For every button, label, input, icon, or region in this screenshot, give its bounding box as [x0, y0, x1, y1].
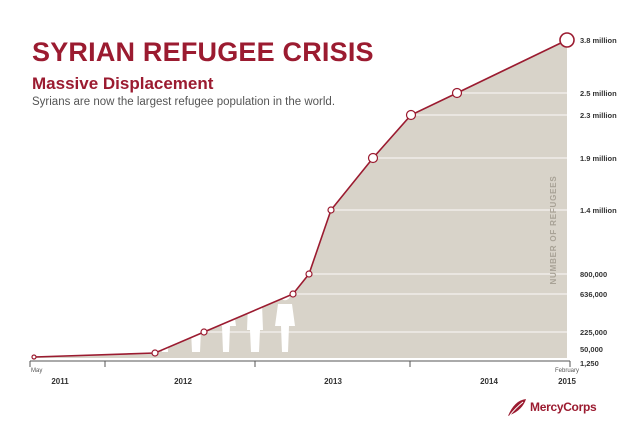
data-point — [451, 87, 463, 99]
y-tick-label: 1,250 — [580, 359, 599, 368]
data-point — [305, 270, 313, 278]
data-points — [31, 32, 575, 360]
y-tick-label: 50,000 — [580, 345, 603, 354]
mercy-corps-logo: MercyCorps — [506, 396, 597, 418]
person-figure — [128, 289, 144, 352]
y-tick-label: 636,000 — [580, 290, 607, 299]
year-label: 2013 — [324, 377, 342, 386]
area-fill — [30, 39, 568, 358]
y-tick-label: 2.5 million — [580, 89, 617, 98]
data-point — [289, 290, 297, 298]
year-label: 2012 — [174, 377, 192, 386]
year-label: 2011 — [51, 377, 69, 386]
logo-text: MercyCorps — [530, 400, 597, 414]
x-start-label: May — [31, 368, 42, 374]
y-tick-label: 1.4 million — [580, 206, 617, 215]
y-tick-label: 2.3 million — [580, 111, 617, 120]
person-figure — [36, 289, 56, 352]
page-subtitle: Massive Displacement — [32, 74, 214, 93]
series-polyline — [33, 39, 568, 358]
y-tick-labels: 3.8 million 2.5 million 2.3 million 1.9 mil… — [580, 36, 617, 368]
y-tick-label: 1.9 million — [580, 154, 617, 163]
x-axis: May February 2011 2012 2013 2014 2015 — [29, 360, 579, 386]
page-description: Syrians are now the largest refugee popu… — [32, 96, 336, 108]
data-point — [367, 152, 379, 164]
page-title: SYRIAN REFUGEE CRISIS — [32, 37, 374, 67]
data-point — [200, 328, 208, 336]
y-tick-label: 225,000 — [580, 328, 607, 337]
x-end-label: February — [555, 368, 579, 374]
series-line — [33, 39, 568, 358]
person-figure — [155, 289, 175, 352]
person-figure — [69, 289, 85, 352]
data-point — [405, 109, 417, 121]
person-figure — [188, 289, 204, 352]
people-figures — [36, 289, 295, 352]
person-figure — [216, 289, 236, 352]
year-label: 2014 — [480, 377, 498, 386]
data-point — [327, 206, 335, 214]
person-figure — [97, 289, 117, 352]
y-tick-label: 3.8 million — [580, 36, 617, 45]
y-axis-label: NUMBER OF REFUGEES — [549, 175, 558, 284]
year-label: 2015 — [558, 377, 576, 386]
area-shape — [34, 40, 567, 358]
y-tick-label: 800,000 — [580, 270, 607, 279]
person-figure — [275, 289, 295, 352]
data-point — [31, 354, 37, 360]
person-figure — [247, 289, 263, 352]
data-point — [151, 349, 159, 357]
data-point — [559, 32, 575, 48]
leaf-logo-icon — [508, 399, 526, 416]
